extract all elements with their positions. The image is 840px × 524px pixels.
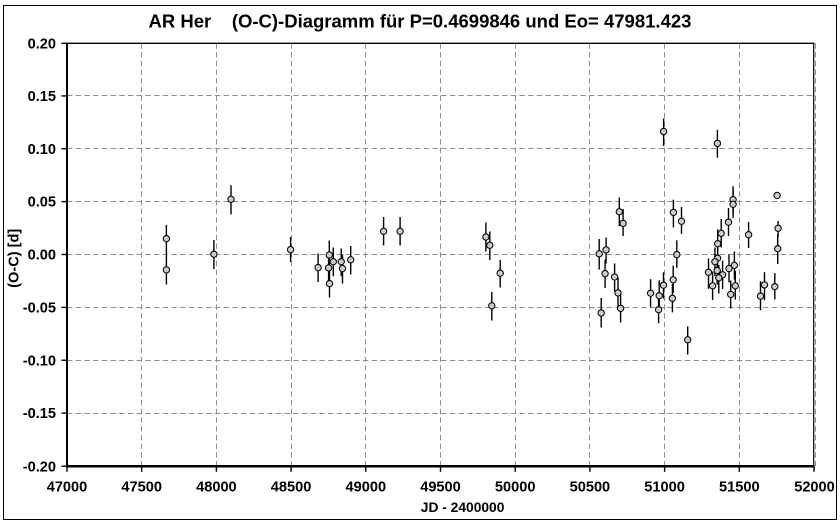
svg-text:50000: 50000: [495, 480, 536, 496]
svg-text:47000: 47000: [47, 480, 88, 496]
svg-text:-0.15: -0.15: [23, 406, 56, 422]
svg-text:0.10: 0.10: [28, 142, 56, 158]
svg-text:47500: 47500: [121, 480, 162, 496]
svg-text:49000: 49000: [346, 480, 387, 496]
svg-text:48000: 48000: [196, 480, 237, 496]
svg-text:-0.20: -0.20: [23, 459, 56, 475]
svg-text:AR Her (O-C)-Diagramm für P: AR Her (O-C)-Diagramm für P=0.4699846 un…: [149, 11, 692, 32]
svg-text:0.00: 0.00: [28, 248, 56, 264]
svg-text:JD - 2400000: JD - 2400000: [421, 500, 505, 515]
svg-text:0.20: 0.20: [28, 36, 56, 52]
svg-text:48500: 48500: [271, 480, 312, 496]
svg-text:0.05: 0.05: [28, 195, 56, 211]
svg-text:52000: 52000: [794, 480, 835, 496]
svg-text:51500: 51500: [719, 480, 760, 496]
svg-text:51000: 51000: [644, 480, 685, 496]
svg-text:(O-C) [d]: (O-C) [d]: [7, 229, 23, 288]
svg-text:49500: 49500: [420, 480, 461, 496]
svg-text:-0.10: -0.10: [23, 353, 56, 369]
svg-text:-0.05: -0.05: [23, 301, 56, 317]
svg-text:0.15: 0.15: [28, 89, 56, 105]
svg-text:50500: 50500: [570, 480, 611, 496]
